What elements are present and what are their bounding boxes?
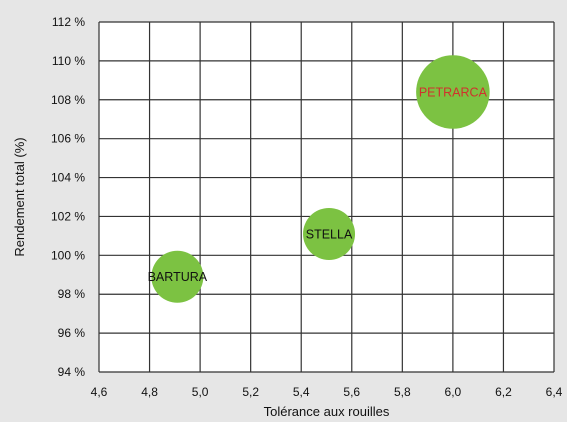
y-tick-label: 96 % <box>58 326 86 340</box>
x-axis-ticks: 4,6 4,8 5,0 5,2 5,4 5,6 5,8 6,0 6,2 6,4 <box>91 385 563 399</box>
x-tick-label: 6,2 <box>495 385 512 399</box>
x-tick-label: 5,4 <box>293 385 310 399</box>
y-tick-label: 98 % <box>58 287 86 301</box>
bubble-stella <box>303 207 356 260</box>
y-tick-label: 108 % <box>51 93 85 107</box>
y-tick-label: 112 % <box>52 15 85 29</box>
y-tick-label: 104 % <box>51 171 85 185</box>
y-tick-label: 106 % <box>51 132 85 146</box>
x-tick-label: 5,6 <box>343 385 360 399</box>
y-axis-ticks: 94 % 96 % 98 % 100 % 102 % 104 % 106 % 108 % 110… <box>51 15 85 379</box>
x-axis-label: Tolérance aux rouilles <box>264 404 390 419</box>
x-tick-label: 6,0 <box>445 385 462 399</box>
x-tick-label: 4,8 <box>141 385 158 399</box>
y-tick-label: 94 % <box>58 365 86 379</box>
x-tick-label: 4,6 <box>91 385 108 399</box>
x-tick-label: 5,0 <box>192 385 209 399</box>
bubbles: BARTURA STELLA PETRARCA <box>148 55 490 303</box>
bubble-label-bartura: BARTURA <box>148 270 208 284</box>
plot-area <box>99 22 554 372</box>
bubble-label-petrarca: PETRARCA <box>419 86 488 100</box>
y-axis-label: Rendement total (%) <box>12 137 27 256</box>
y-tick-label: 100 % <box>51 248 85 262</box>
y-tick-label: 102 % <box>51 209 85 223</box>
x-tick-label: 5,8 <box>394 385 411 399</box>
bubble-label-stella: STELLA <box>306 227 353 241</box>
bubble-petrarca <box>416 55 490 129</box>
x-tick-label: 5,2 <box>242 385 259 399</box>
bubble-bartura <box>151 250 204 303</box>
y-tick-label: 110 % <box>52 54 85 68</box>
x-tick-label: 6,4 <box>546 385 563 399</box>
